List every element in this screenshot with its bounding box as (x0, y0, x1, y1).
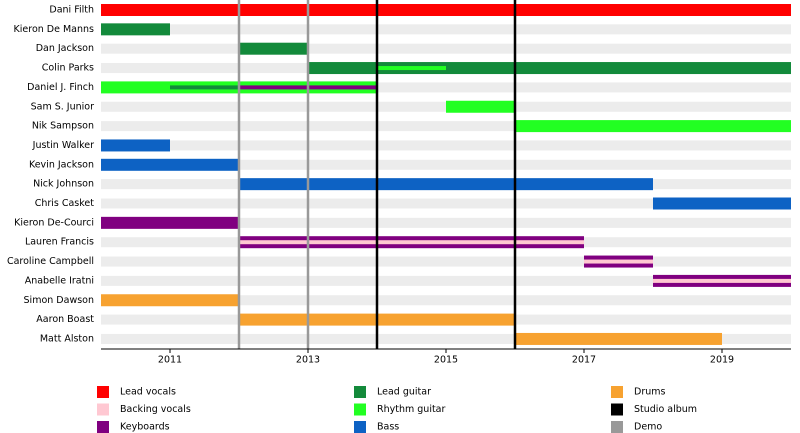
legend-label: Studio album (634, 404, 697, 415)
legend-label: Rhythm guitar (377, 404, 446, 415)
role-stripe (239, 240, 584, 245)
member-label: Caroline Campbell (7, 256, 94, 267)
member-label: Nick Johnson (33, 179, 94, 190)
role-bar (653, 197, 791, 210)
row-band (101, 256, 791, 267)
member-label: Kieron De-Courci (14, 217, 94, 228)
row-band (101, 159, 791, 170)
role-bar (239, 178, 653, 191)
x-tick-label: 2011 (158, 355, 182, 366)
role-bar (308, 62, 791, 75)
member-label: Nik Sampson (32, 121, 94, 132)
role-stripe (170, 85, 239, 90)
role-bar (101, 23, 170, 36)
legend-swatch (611, 386, 623, 398)
member-label: Kevin Jackson (29, 159, 94, 170)
legend-swatch (354, 403, 366, 416)
role-bar (101, 216, 239, 229)
x-tick-label: 2019 (710, 355, 734, 366)
legend-swatch (611, 421, 623, 433)
x-tick-label: 2013 (296, 355, 320, 366)
role-bar (515, 332, 722, 345)
role-stripe (377, 66, 446, 71)
legend-swatch (97, 421, 109, 433)
member-label: Aaron Boast (36, 314, 94, 325)
role-bar (446, 100, 515, 113)
member-label: Dani Filth (49, 5, 94, 16)
member-label: Justin Walker (32, 140, 94, 151)
role-stripe (584, 259, 653, 264)
row-band (101, 140, 791, 151)
legend-label: Demo (634, 422, 662, 433)
legend-label: Lead guitar (377, 387, 431, 398)
legend-swatch (97, 403, 109, 416)
row-band (101, 121, 791, 132)
legend-label: Backing vocals (120, 404, 191, 415)
role-bar (101, 158, 239, 171)
legend-swatch (97, 386, 109, 398)
role-bar (101, 294, 239, 307)
legend-swatch (354, 386, 366, 398)
member-label: Kieron De Manns (14, 24, 95, 35)
legend-label: Bass (377, 422, 399, 433)
row-band (101, 333, 791, 344)
role-bar (101, 139, 170, 152)
row-band (101, 82, 791, 93)
role-bar (515, 120, 791, 133)
role-bar (101, 4, 791, 16)
x-tick-label: 2017 (572, 355, 596, 366)
row-band (101, 24, 791, 35)
row-band (101, 217, 791, 228)
row-band (101, 295, 791, 306)
x-tick-label: 2015 (434, 355, 458, 366)
legend-swatch (611, 403, 623, 416)
member-label: Colin Parks (42, 63, 94, 74)
row-band (101, 198, 791, 209)
row-band (101, 275, 791, 286)
member-label: Dan Jackson (36, 43, 94, 54)
role-bar (239, 42, 308, 55)
legend-swatch (354, 421, 366, 433)
member-label: Anabelle Iratni (25, 275, 94, 286)
member-label: Lauren Francis (25, 237, 94, 248)
member-label: Sam S. Junior (31, 101, 94, 112)
member-label: Simon Dawson (24, 295, 94, 306)
row-band (101, 43, 791, 54)
legend-label: Keyboards (120, 422, 170, 433)
role-stripe (653, 278, 791, 283)
member-label: Matt Alston (40, 333, 94, 344)
member-label: Chris Casket (35, 198, 95, 209)
member-label: Daniel J. Finch (27, 82, 94, 93)
legend-label: Drums (634, 387, 665, 398)
legend-label: Lead vocals (120, 387, 176, 398)
